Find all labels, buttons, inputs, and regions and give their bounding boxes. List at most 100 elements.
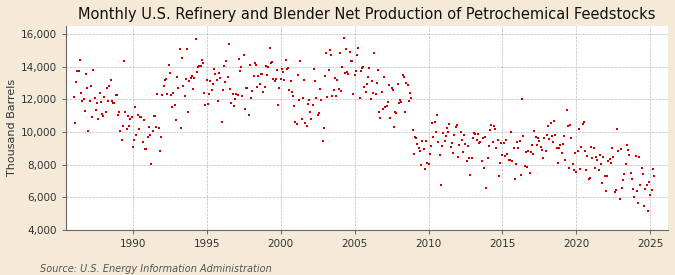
Point [151, 125, 161, 130]
Point [222, 75, 233, 79]
Point [371, 81, 382, 85]
Point [186, 76, 196, 80]
Point [352, 53, 362, 57]
Point [220, 80, 231, 85]
Point [398, 73, 408, 77]
Point [126, 115, 137, 119]
Point [550, 133, 561, 137]
Point [396, 100, 407, 105]
Point [367, 79, 377, 83]
Point [192, 70, 202, 75]
Point [474, 141, 485, 145]
Point [449, 133, 460, 138]
Point [566, 136, 577, 141]
Point [520, 150, 531, 154]
Point [370, 92, 381, 96]
Point [250, 63, 261, 67]
Point [219, 64, 230, 68]
Point [379, 75, 389, 80]
Point [88, 68, 99, 72]
Point [92, 101, 103, 105]
Point [411, 136, 422, 140]
Point [76, 90, 86, 95]
Point [468, 131, 479, 135]
Point [205, 79, 216, 83]
Point [236, 65, 246, 69]
Point [84, 99, 95, 103]
Point [268, 77, 279, 81]
Point [273, 103, 284, 107]
Point [162, 92, 173, 96]
Point [538, 156, 549, 160]
Point [342, 70, 352, 75]
Point [512, 140, 522, 144]
Point [125, 117, 136, 122]
Point [129, 138, 140, 142]
Point [433, 139, 443, 144]
Point [438, 130, 449, 135]
Point [259, 85, 270, 89]
Point [327, 94, 338, 98]
Point [213, 99, 223, 104]
Point [300, 121, 310, 125]
Point [419, 166, 430, 171]
Point [173, 86, 184, 90]
Point [183, 110, 194, 115]
Point [288, 93, 298, 98]
Point [171, 118, 182, 122]
Point [101, 110, 111, 114]
Point [270, 77, 281, 81]
Point [523, 149, 534, 154]
Point [551, 146, 562, 151]
Point [358, 65, 369, 70]
Point [513, 145, 524, 150]
Point [240, 106, 250, 111]
Point [417, 139, 428, 143]
Point [540, 149, 551, 153]
Point [402, 82, 413, 87]
Point [501, 138, 512, 142]
Point [271, 67, 282, 72]
Point [320, 74, 331, 79]
Point [599, 174, 610, 178]
Point [216, 120, 227, 124]
Point [94, 90, 105, 95]
Point [595, 161, 606, 166]
Point [171, 75, 182, 80]
Point [163, 63, 174, 67]
Point [228, 104, 239, 108]
Point [461, 159, 472, 163]
Point [591, 155, 601, 159]
Point [387, 88, 398, 92]
Point [535, 145, 546, 150]
Point [472, 132, 483, 136]
Point [237, 94, 248, 98]
Point [448, 151, 458, 155]
Point [460, 142, 471, 147]
Point [252, 84, 263, 89]
Point [295, 59, 306, 63]
Point [132, 113, 143, 117]
Point [215, 76, 225, 80]
Point [68, 95, 79, 99]
Point [86, 84, 97, 89]
Point [423, 162, 434, 166]
Point [616, 186, 627, 190]
Point [489, 127, 500, 131]
Point [425, 152, 435, 156]
Point [549, 119, 560, 123]
Point [518, 133, 529, 138]
Point [101, 86, 112, 91]
Point [526, 143, 537, 148]
Point [242, 85, 253, 90]
Point [107, 99, 117, 103]
Point [620, 162, 631, 166]
Point [152, 91, 163, 96]
Point [637, 166, 647, 171]
Point [475, 140, 486, 145]
Point [313, 113, 323, 117]
Point [630, 154, 641, 158]
Point [629, 195, 640, 199]
Point [328, 88, 339, 92]
Point [190, 37, 201, 41]
